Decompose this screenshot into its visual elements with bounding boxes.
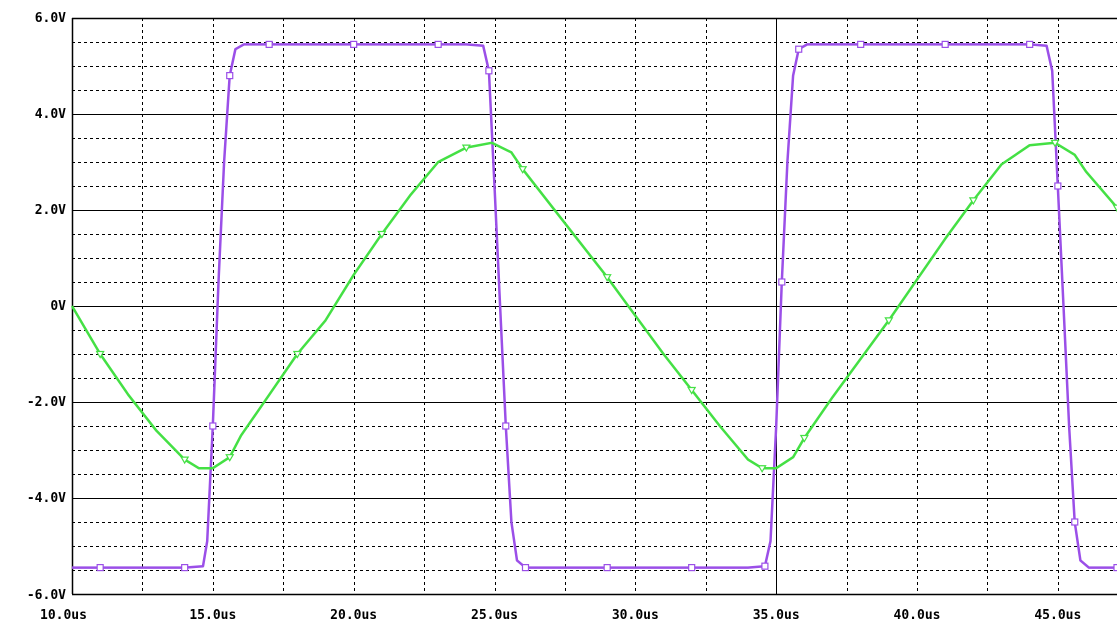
y-tick-label: 6.0V	[35, 11, 66, 26]
series-2-marker	[884, 317, 894, 326]
series-2-marker	[180, 456, 190, 465]
series-2-marker	[518, 166, 528, 174]
series-2-marker	[1112, 204, 1117, 213]
x-tick-label: 15.0us	[189, 608, 236, 623]
series-1-marker	[688, 563, 696, 572]
series-1-marker	[521, 563, 530, 572]
y-tick-label: 2.0V	[35, 203, 66, 218]
y-tick-label: -2.0V	[27, 395, 66, 410]
series-2-marker	[225, 454, 235, 462]
series-1-marker	[434, 40, 442, 49]
series-1-marker	[1071, 518, 1079, 526]
series-1-marker	[265, 40, 273, 49]
x-tick-label: 45.0us	[1034, 608, 1081, 623]
series-2-marker	[377, 230, 387, 239]
series-1-marker	[485, 67, 493, 75]
series-1-marker	[941, 40, 949, 49]
series-1-marker	[761, 562, 769, 570]
x-tick-label: 30.0us	[612, 608, 659, 623]
series-1-marker	[350, 40, 358, 49]
x-tick-label: 10.0us	[40, 608, 87, 623]
series-1-marker	[209, 422, 217, 430]
x-tick-label: 40.0us	[894, 608, 941, 623]
tick-labels: 6.0V 4.0V 2.0V 0V -2.0V -4.0V -6.0V 10.0us 15.0u…	[27, 11, 1081, 623]
series-1-marker	[857, 40, 865, 49]
x-tick-label: 25.0us	[471, 608, 518, 623]
x-tick-label: 20.0us	[330, 608, 377, 623]
series-1-line	[72, 43, 1117, 569]
series-2-marker	[757, 465, 767, 473]
axis-layer	[71, 17, 1117, 596]
series-1-marker	[1113, 563, 1117, 572]
series-2-marker	[461, 144, 471, 153]
y-tick-label: 4.0V	[35, 107, 66, 122]
x-tick-label: 35.0us	[753, 608, 800, 623]
series-1-marker	[1054, 182, 1062, 190]
series-2-marker	[968, 197, 978, 206]
y-tick-label: -6.0V	[27, 588, 66, 603]
series-1-marker	[603, 563, 611, 572]
series-1-marker	[778, 278, 786, 286]
series-1-marker	[181, 563, 189, 572]
series-1-marker	[96, 563, 104, 572]
series-2-marker	[292, 350, 302, 359]
series-2-marker	[687, 386, 697, 395]
series-2-line	[70, 141, 1117, 470]
series-2-marker	[95, 350, 105, 359]
series-2-marker	[1050, 139, 1060, 148]
y-tick-label: 0V	[50, 299, 66, 314]
series-layer	[70, 40, 1117, 572]
y-tick-label: -4.0V	[27, 491, 66, 506]
series-1-marker	[795, 45, 803, 53]
series-1-marker	[502, 422, 510, 430]
series-2-marker	[602, 274, 612, 282]
series-2-marker	[799, 434, 809, 443]
series-1-marker	[1026, 40, 1034, 49]
series-1-marker	[226, 71, 234, 80]
